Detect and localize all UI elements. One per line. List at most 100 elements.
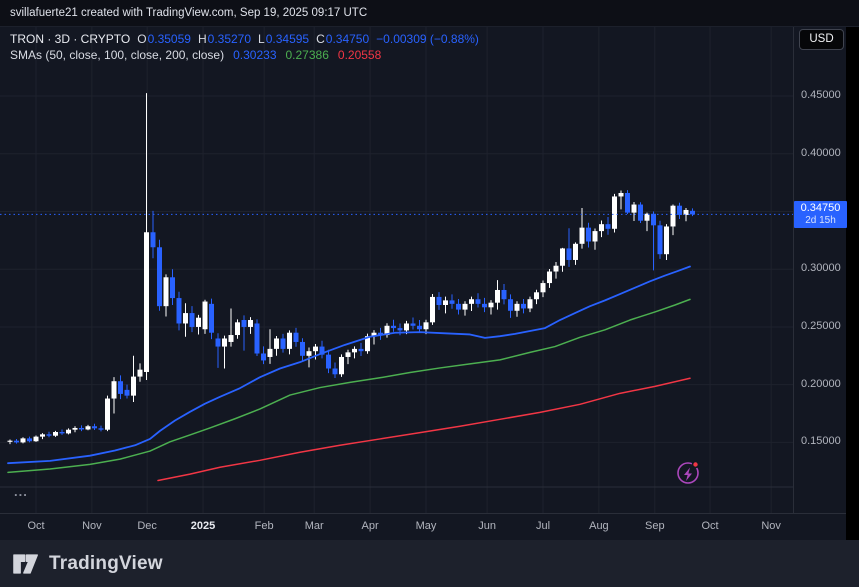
candle-up	[228, 335, 234, 342]
candle-down	[189, 313, 195, 327]
flash-icon[interactable]	[677, 460, 700, 484]
candle-up	[534, 292, 539, 300]
time-axis-label: Dec	[137, 520, 157, 532]
price-axis-label: 0.40000	[801, 146, 841, 159]
candle-down	[118, 381, 123, 394]
candle-down	[417, 325, 422, 330]
price-axis-label: 0.30000	[801, 262, 841, 275]
time-axis-label: May	[415, 520, 437, 532]
candle-up	[644, 213, 650, 221]
price-axis-label: 0.45000	[801, 89, 841, 101]
candle-down	[241, 320, 247, 327]
time-axis-label: Nov	[82, 520, 102, 532]
time-axis-label: Nov	[761, 520, 781, 532]
candle-up	[85, 426, 91, 430]
tradingview-logo-icon	[13, 553, 38, 574]
candle-down	[261, 353, 266, 361]
sma-100-line	[7, 298, 691, 474]
sma-legend-row[interactable]: SMAs (50, close, 100, close, 200, close)…	[10, 48, 479, 62]
chart-legend[interactable]: TRON · 3D · CRYPTO O0.35059 H0.35270 L0.345…	[10, 32, 479, 64]
currency-toggle-button[interactable]: USD	[799, 29, 844, 50]
price-axis[interactable]: USD 0.450000.400000.350000.300000.250000…	[793, 27, 847, 513]
symbol-title[interactable]: TRON · 3D · CRYPTO	[10, 32, 131, 46]
candle-down	[566, 248, 572, 260]
sma-50-line	[7, 265, 691, 465]
attribution-bar: svillafuerte21 created with TradingView.…	[0, 0, 859, 27]
time-axis-label: Oct	[27, 520, 45, 532]
candle-down	[170, 277, 175, 299]
candle-up	[137, 369, 143, 377]
candle-down	[475, 299, 481, 304]
candle-up	[131, 376, 136, 396]
candle-up	[683, 209, 689, 215]
candle-down	[657, 225, 663, 255]
sma-value: 0.20558	[337, 48, 382, 62]
sma-value: 0.30233	[233, 48, 277, 62]
symbol-legend-row[interactable]: TRON · 3D · CRYPTO O0.35059 H0.35270 L0.345…	[10, 32, 479, 46]
time-axis[interactable]: Oct Nov Dec 2025 Feb Mar Apr May Jun Jul Aug Sep Oct…	[0, 513, 846, 540]
chart-widget[interactable]: TRON · 3D · CRYPTO O0.35059 H0.35270 L0.345…	[0, 27, 847, 540]
candle-down	[508, 299, 513, 311]
candle-up	[105, 398, 110, 430]
candle-up	[202, 301, 208, 330]
collapsed-pane-ellipsis-button[interactable]: ...	[14, 484, 28, 499]
time-axis-label: Oct	[701, 520, 719, 532]
last-price-badge: 0.34750 2d 15h	[794, 201, 847, 229]
sma-indicator-label[interactable]: SMAs (50, close, 100, close, 200, close)	[10, 48, 225, 62]
candle-down	[79, 427, 84, 430]
candle-down	[280, 338, 286, 349]
candle-down	[46, 434, 52, 436]
candle-up	[469, 299, 474, 304]
candle-up	[163, 277, 169, 307]
candle-down	[92, 426, 97, 429]
candle-down	[319, 346, 325, 355]
time-axis-label: Feb	[254, 520, 274, 532]
candle-up	[573, 243, 578, 260]
candle-down	[436, 296, 442, 306]
candle-up	[183, 313, 188, 324]
candle-up	[371, 332, 377, 337]
candle-down	[625, 192, 630, 213]
price-axis-label: 0.15000	[801, 435, 841, 448]
candle-down	[358, 348, 364, 352]
candle-down	[690, 210, 695, 215]
attribution-text: svillafuerte21 created with TradingView.…	[10, 7, 368, 19]
candle-up	[592, 231, 598, 242]
candle-down	[150, 232, 156, 248]
candle-up	[612, 196, 617, 229]
candle-up	[664, 226, 669, 255]
ohlc-key: H	[197, 32, 207, 46]
ohlc-key: O	[137, 32, 147, 46]
candle-up	[53, 432, 58, 436]
candle-up	[618, 192, 624, 197]
time-axis-label: Aug	[589, 520, 609, 532]
candle-down	[482, 303, 487, 308]
candle-down	[586, 227, 591, 242]
candle-down	[300, 341, 305, 356]
candle-up	[235, 322, 240, 336]
candle-up	[196, 317, 201, 327]
candle-up	[267, 348, 273, 357]
candle-down	[326, 354, 331, 369]
candle-up	[287, 332, 292, 349]
candle-down	[293, 332, 299, 342]
ohlc-key: L	[258, 32, 265, 46]
candle-up	[443, 300, 448, 306]
candle-down	[209, 303, 214, 333]
candle-up	[66, 429, 71, 434]
tradingview-logo[interactable]: TradingView	[13, 552, 163, 576]
candle-down	[59, 432, 65, 434]
candle-up	[423, 322, 429, 330]
candle-up	[670, 205, 676, 227]
time-axis-label: Sep	[645, 520, 665, 532]
candlestick-chart-canvas[interactable]	[0, 27, 846, 513]
sma-values: 0.30233 0.27386 0.20558	[224, 48, 381, 62]
ohlc-value: 0.35270	[207, 32, 252, 46]
candle-up	[430, 296, 435, 323]
footer-bar: TradingView	[0, 540, 859, 587]
candle-down	[638, 204, 643, 221]
last-price-value: 0.34750	[800, 202, 841, 215]
ohlc-values: O0.35059 H0.35270 L0.34595 C0.34750	[130, 32, 369, 46]
candle-down	[521, 303, 526, 309]
candle-down	[397, 328, 403, 331]
